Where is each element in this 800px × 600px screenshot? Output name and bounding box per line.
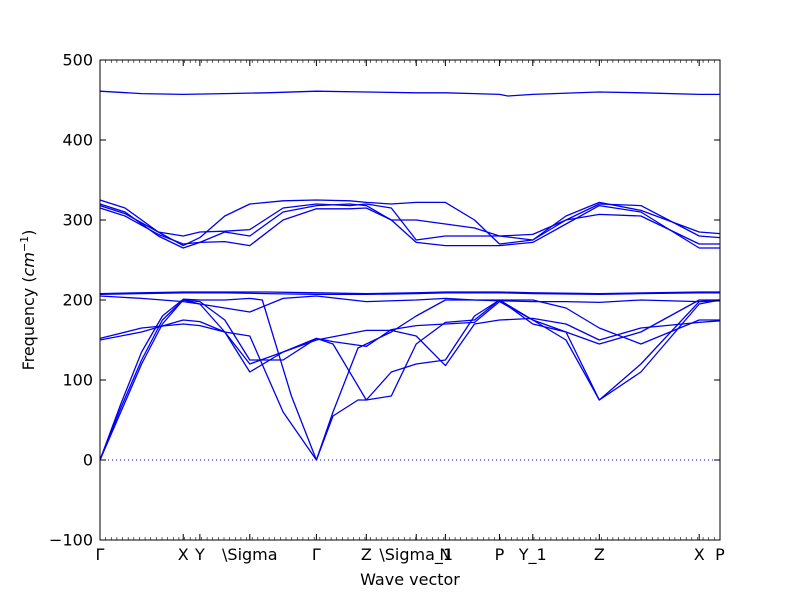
phonon-band-13: [99, 90, 720, 97]
phonon-band-11: [99, 203, 720, 245]
phonon-band-4: [99, 299, 720, 461]
x-tick-label: P: [495, 545, 505, 564]
x-tick-label: Y_1: [518, 545, 547, 565]
phonon-band-10: [99, 203, 721, 249]
phonon-band-5: [99, 317, 721, 367]
series-layer: [99, 90, 721, 461]
x-tick-label: \Sigma: [222, 545, 278, 564]
x-tick-label: N: [439, 545, 451, 564]
x-tick-label: X: [178, 545, 189, 564]
x-tick-label: X: [694, 545, 705, 564]
phonon-band-6: [99, 295, 721, 313]
y-axis-label-unit: cm: [19, 252, 38, 276]
y-axis: −100 0 100 200 300 400 500: [49, 51, 720, 550]
y-axis-label-prefix: Frequency (: [19, 276, 38, 370]
y-tick-label: 0: [83, 451, 93, 470]
y-tick-label: 300: [62, 211, 93, 230]
x-tick-label: \Sigma_1: [379, 545, 453, 565]
y-axis-label-suffix: ): [19, 230, 38, 236]
x-tick-label: Z: [594, 545, 605, 564]
x-tick-label: P: [715, 545, 725, 564]
phonon-band-12: [99, 204, 720, 249]
y-tick-label: 500: [62, 51, 93, 70]
x-axis: Γ X Y \Sigma Γ Z \Sigma_1N P Y_1 Z X P: [96, 60, 725, 565]
y-tick-label: 200: [62, 291, 93, 310]
x-tick-label: Z: [361, 545, 372, 564]
y-axis-label-exponent: −1: [18, 236, 31, 252]
phonon-band-1: [99, 299, 721, 461]
x-axis-label: Wave vector: [360, 570, 460, 589]
phonon-band-9: [99, 199, 721, 247]
phonon-band-3: [99, 297, 720, 461]
y-axis-label: Frequency (cm−1): [18, 230, 39, 371]
y-tick-label: 100: [62, 371, 93, 390]
x-tick-label: Γ: [312, 545, 321, 564]
y-tick-label: −100: [49, 531, 93, 550]
phonon-band-8: [99, 291, 720, 295]
x-tick-label: Y: [194, 545, 205, 564]
x-tick-label: Γ: [96, 545, 105, 564]
y-tick-label: 400: [62, 131, 93, 150]
phonon-band-7: [99, 292, 720, 296]
